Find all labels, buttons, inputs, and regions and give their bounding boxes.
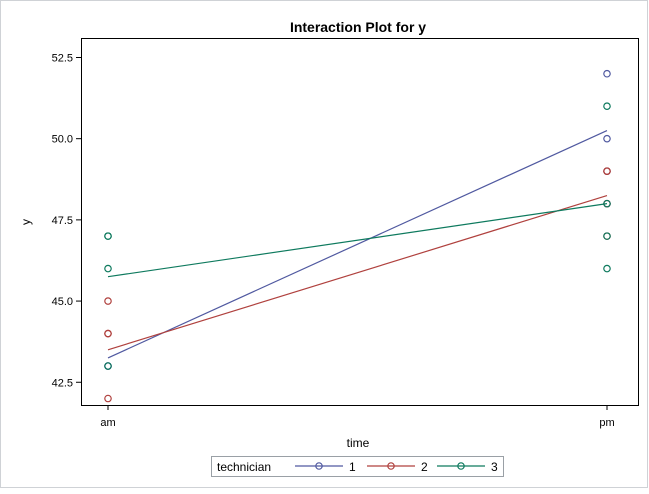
series-3 <box>104 102 611 370</box>
legend-label: 3 <box>491 460 498 474</box>
data-point <box>104 232 112 240</box>
legend: technician 1 2 3 <box>211 456 504 477</box>
data-point <box>603 232 611 240</box>
y-axis: 42.5 45.0 47.5 50.0 52.5 <box>52 52 81 389</box>
x-tick-label: pm <box>599 417 614 429</box>
plot-area <box>81 38 639 406</box>
x-tick-label: am <box>100 417 115 429</box>
data-point <box>104 362 112 370</box>
data-point <box>104 394 112 403</box>
series-line-2 <box>107 194 608 351</box>
series-layer <box>104 69 611 403</box>
x-axis-label: time <box>347 436 370 450</box>
chart-title: Interaction Plot for y <box>290 19 426 35</box>
y-tick-label: 50.0 <box>52 134 73 146</box>
legend-box <box>211 456 504 477</box>
data-point <box>104 264 112 273</box>
data-point <box>603 167 611 175</box>
legend-marker <box>315 462 323 470</box>
series-line-1 <box>107 130 608 359</box>
y-axis-label: y <box>19 219 33 225</box>
data-point <box>603 102 611 111</box>
legend-item-1: 1 <box>295 460 356 474</box>
data-point <box>104 329 112 338</box>
legend-item-2: 2 <box>367 460 428 474</box>
data-point <box>603 69 611 78</box>
y-tick-label: 42.5 <box>52 377 73 389</box>
x-axis: am pm <box>100 405 615 429</box>
data-point <box>603 264 611 273</box>
legend-label: 2 <box>421 460 428 474</box>
data-point <box>603 199 611 208</box>
legend-marker <box>457 462 465 470</box>
legend-label: 1 <box>349 460 356 474</box>
y-tick-label: 47.5 <box>52 215 73 227</box>
data-point <box>603 134 611 143</box>
legend-items: 1 2 3 <box>295 460 498 474</box>
series-line-3 <box>107 203 608 278</box>
y-tick-label: 52.5 <box>52 52 73 64</box>
data-point <box>104 297 112 305</box>
y-tick-label: 45.0 <box>52 296 73 308</box>
legend-marker <box>387 462 395 470</box>
legend-item-3: 3 <box>437 460 498 474</box>
legend-title: technician <box>217 460 271 474</box>
